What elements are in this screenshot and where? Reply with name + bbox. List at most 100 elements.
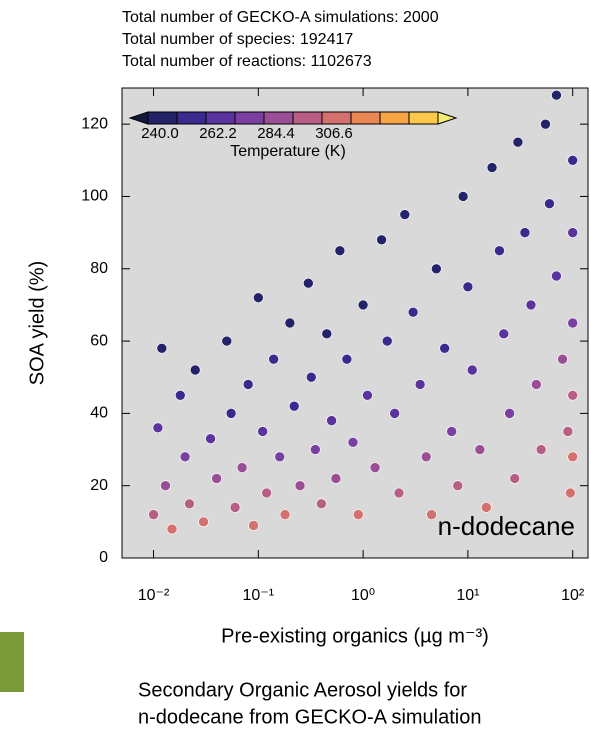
colorbar-cell <box>408 111 439 125</box>
colorbar-tick-label: 240.0 <box>141 125 179 142</box>
y-tick-label: 100 <box>81 188 108 205</box>
point <box>466 364 478 376</box>
point <box>535 444 547 455</box>
point <box>439 343 450 354</box>
point <box>474 444 486 455</box>
point <box>179 451 191 463</box>
colorbar-cell <box>292 111 323 125</box>
point <box>399 209 411 220</box>
point <box>310 444 321 455</box>
point <box>567 317 578 329</box>
point <box>494 245 505 256</box>
x-tick-label: 10⁰ <box>351 587 375 604</box>
point <box>221 335 233 347</box>
point <box>407 306 419 318</box>
point <box>389 408 400 419</box>
colorbar-cell <box>350 111 381 125</box>
point <box>567 451 578 463</box>
x-axis-label: Pre-existing organics (µg m⁻³) <box>221 625 489 647</box>
point <box>279 509 291 520</box>
colorbar-cell <box>379 111 410 125</box>
y-axis-label: SOA yield (%) <box>26 261 48 385</box>
point <box>426 509 437 520</box>
point <box>274 451 286 463</box>
point <box>481 502 492 513</box>
point <box>334 245 346 256</box>
point <box>551 270 562 282</box>
point <box>557 353 568 365</box>
colorbar-tick-label: 306.6 <box>315 125 353 142</box>
point <box>376 234 387 246</box>
point <box>519 227 531 238</box>
point <box>431 263 442 275</box>
caption-line: Secondary Organic Aerosol yields for <box>138 679 467 701</box>
point <box>229 502 241 513</box>
point <box>347 437 359 448</box>
point <box>567 227 578 238</box>
point <box>184 498 195 510</box>
x-tick-label: 10¹ <box>456 587 479 604</box>
x-tick-label: 10⁻¹ <box>243 587 275 604</box>
point <box>268 353 279 365</box>
point <box>305 371 317 383</box>
point <box>152 422 164 434</box>
point <box>504 408 515 419</box>
point <box>225 408 237 419</box>
header-line: Total number of GECKO-A simulations: 200… <box>122 9 439 26</box>
point <box>498 328 510 340</box>
point <box>341 353 353 365</box>
point <box>567 155 578 166</box>
point <box>544 198 555 209</box>
point <box>166 523 178 535</box>
point <box>284 317 296 329</box>
colorbar-cell <box>321 111 352 125</box>
colorbar-cell <box>437 111 458 125</box>
y-tick-label: 120 <box>81 115 108 132</box>
point <box>540 118 551 130</box>
point <box>156 343 168 354</box>
colorbar-tick-label: 284.4 <box>257 125 295 142</box>
point <box>420 451 432 463</box>
point <box>321 328 333 340</box>
point <box>446 426 457 437</box>
colorbar-tick-label: 262.2 <box>199 125 237 142</box>
point <box>261 487 272 499</box>
y-tick-label: 0 <box>99 549 108 566</box>
point <box>381 335 393 347</box>
point <box>414 379 426 390</box>
y-tick-label: 60 <box>90 332 108 349</box>
colorbar-title: Temperature (K) <box>230 143 346 160</box>
colorbar-cell <box>205 111 236 125</box>
point <box>531 379 542 390</box>
point <box>211 473 222 484</box>
point <box>452 480 464 491</box>
point <box>205 433 216 444</box>
plot-area <box>121 87 589 559</box>
point <box>248 520 259 531</box>
point <box>242 379 254 390</box>
point <box>294 480 306 491</box>
point <box>257 426 268 437</box>
point <box>189 364 201 376</box>
point <box>303 277 314 289</box>
y-tick-label: 80 <box>90 260 108 277</box>
point <box>393 487 405 499</box>
point <box>369 462 381 473</box>
point <box>326 415 337 426</box>
caption-line: n-dodecane from GECKO-A simulation <box>138 706 482 728</box>
annotation: n-dodecane <box>438 511 575 541</box>
point <box>457 191 469 202</box>
point <box>512 136 524 148</box>
point <box>486 162 498 173</box>
y-tick-label: 40 <box>90 405 108 422</box>
point <box>288 400 300 412</box>
point <box>316 498 327 510</box>
colorbar-cell <box>234 111 265 125</box>
point <box>551 89 562 101</box>
header-line: Total number of reactions: 1102673 <box>122 53 372 70</box>
thumbnail <box>0 632 24 692</box>
colorbar-cell <box>176 111 207 125</box>
x-tick-label: 10² <box>561 587 585 604</box>
point <box>357 299 369 311</box>
